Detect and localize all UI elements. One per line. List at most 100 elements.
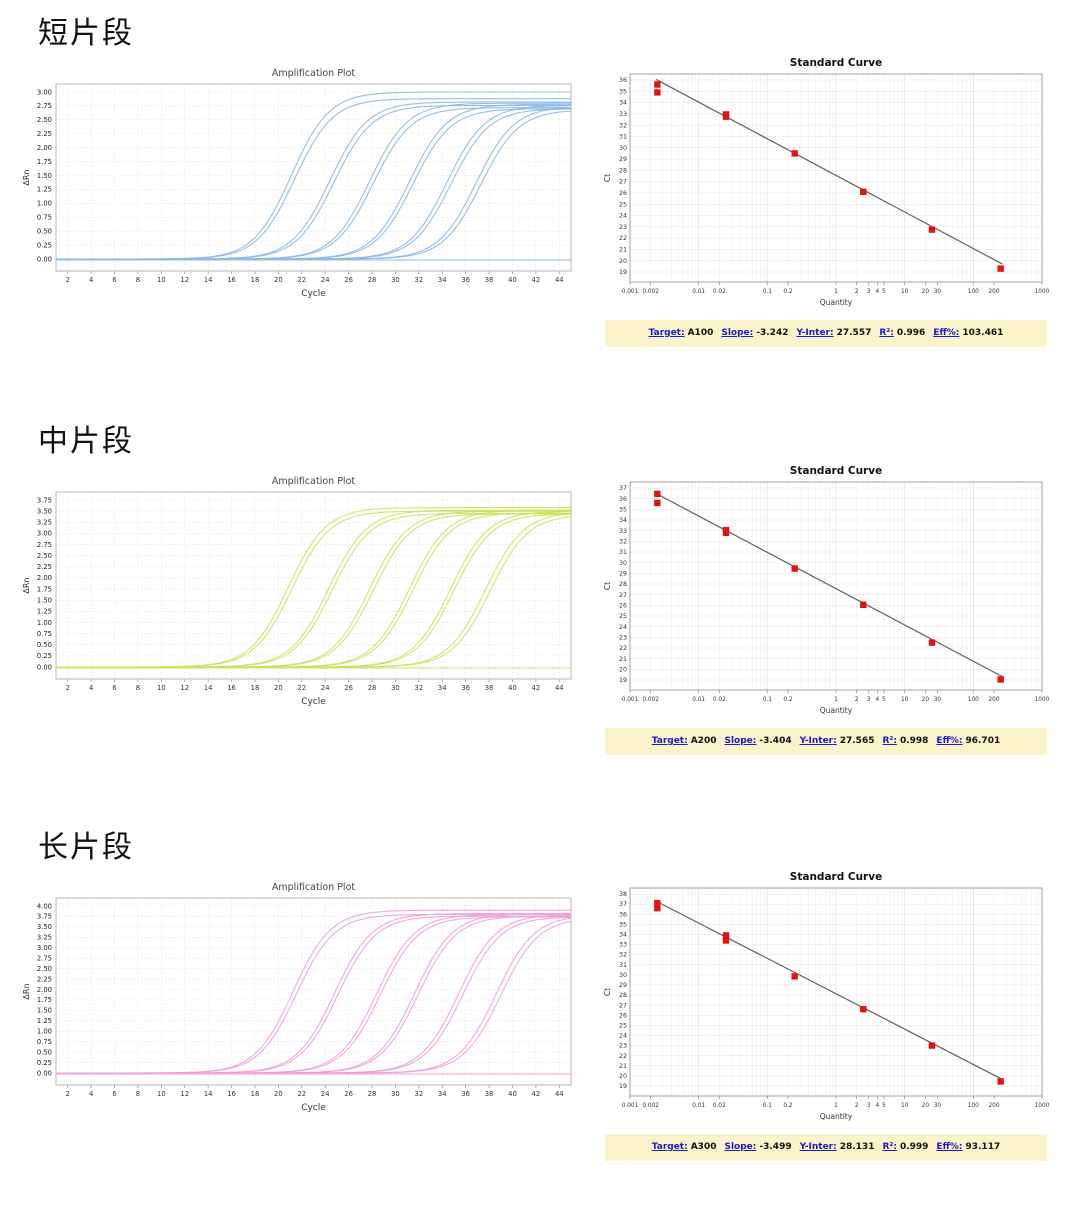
svg-text:2: 2 [855, 1103, 859, 1109]
svg-text:35: 35 [619, 921, 627, 928]
svg-text:42: 42 [532, 684, 541, 692]
svg-text:32: 32 [619, 122, 627, 129]
svg-text:30: 30 [619, 145, 627, 152]
svg-text:10: 10 [901, 289, 909, 295]
svg-text:10: 10 [157, 684, 166, 692]
stats-slope-label[interactable]: Slope: [724, 1142, 757, 1152]
stats-r2-label[interactable]: R²: [879, 328, 894, 338]
stats-slope-value: -3.242 [756, 328, 789, 338]
svg-text:0.001: 0.001 [622, 697, 639, 703]
stats-slope-label[interactable]: Slope: [721, 328, 754, 338]
standard-curve-chart-long: 1920212223242526272829303132333435363738… [603, 871, 1050, 1121]
svg-text:1000: 1000 [1035, 1103, 1050, 1109]
stats-r2-label[interactable]: R²: [882, 736, 897, 746]
svg-text:0.01: 0.01 [692, 1103, 705, 1109]
svg-text:0.50: 0.50 [37, 641, 52, 649]
svg-text:36: 36 [619, 77, 627, 84]
svg-text:0.02: 0.02 [713, 1103, 726, 1109]
svg-text:28: 28 [368, 276, 377, 284]
svg-text:34: 34 [619, 100, 627, 107]
svg-text:0.001: 0.001 [622, 1103, 639, 1109]
svg-text:12: 12 [180, 276, 189, 284]
svg-text:26: 26 [619, 190, 627, 197]
stats-target-value: A200 [690, 736, 717, 746]
stats-target-label[interactable]: Target: [648, 328, 685, 338]
svg-text:4: 4 [875, 1103, 879, 1109]
svg-text:36: 36 [461, 276, 470, 284]
stats-yinter-label[interactable]: Y-Inter: [799, 736, 837, 746]
svg-text:1.25: 1.25 [37, 608, 52, 616]
svg-text:0.25: 0.25 [37, 241, 52, 249]
svg-text:1: 1 [834, 1103, 838, 1109]
svg-text:22: 22 [297, 684, 306, 692]
svg-text:29: 29 [619, 156, 627, 163]
svg-text:26: 26 [619, 602, 627, 609]
svg-text:2: 2 [66, 1090, 70, 1098]
svg-text:4: 4 [875, 697, 879, 703]
svg-text:1: 1 [834, 697, 838, 703]
svg-text:26: 26 [619, 1012, 627, 1019]
svg-text:32: 32 [415, 1090, 424, 1098]
svg-text:Cycle: Cycle [301, 1103, 326, 1113]
stats-eff-label[interactable]: Eff%: [936, 1142, 963, 1152]
svg-text:20: 20 [619, 666, 627, 673]
stats-target-label[interactable]: Target: [651, 736, 688, 746]
svg-text:0.25: 0.25 [37, 652, 52, 660]
svg-text:38: 38 [485, 1090, 494, 1098]
svg-text:37: 37 [619, 485, 627, 492]
svg-text:30: 30 [391, 276, 400, 284]
svg-text:8: 8 [136, 1090, 140, 1098]
section-short-fragment: 短片段 0.00 0.25 0.50 0.75 1.00 1.25 1.50 1.75 2.00… [0, 0, 1080, 400]
svg-text:0.002: 0.002 [642, 697, 659, 703]
svg-text:100: 100 [968, 697, 979, 703]
svg-text:2: 2 [855, 289, 859, 295]
svg-text:20: 20 [922, 289, 930, 295]
svg-text:1.25: 1.25 [37, 1017, 52, 1025]
stats-eff-label[interactable]: Eff%: [933, 328, 960, 338]
stats-target-label[interactable]: Target: [651, 1142, 688, 1152]
svg-text:37: 37 [619, 901, 627, 908]
svg-text:2: 2 [66, 684, 70, 692]
svg-text:2.50: 2.50 [37, 552, 52, 560]
stats-eff-label[interactable]: Eff%: [936, 736, 963, 746]
svg-text:Ct: Ct [603, 988, 612, 996]
svg-text:0.2: 0.2 [783, 289, 793, 295]
svg-text:6: 6 [112, 1090, 116, 1098]
svg-text:25: 25 [619, 613, 627, 620]
standard-curve-long: 19 20 21 22 23 24 25 26 27 28 29 30 31 32 33 34 35 36 37 38… [600, 868, 1062, 1161]
svg-text:3: 3 [867, 289, 871, 295]
svg-text:0.001: 0.001 [622, 289, 639, 295]
svg-text:5: 5 [882, 697, 886, 703]
svg-text:0.50: 0.50 [37, 227, 52, 235]
svg-text:6: 6 [112, 276, 116, 284]
svg-text:24: 24 [321, 276, 330, 284]
svg-text:Ct: Ct [603, 582, 612, 590]
svg-text:Quantity: Quantity [820, 1112, 853, 1121]
svg-text:0.75: 0.75 [37, 214, 52, 222]
stats-yinter-label[interactable]: Y-Inter: [799, 1142, 837, 1152]
svg-text:3.75: 3.75 [37, 913, 52, 921]
svg-text:34: 34 [619, 932, 627, 939]
svg-text:36: 36 [619, 496, 627, 503]
svg-text:36: 36 [619, 911, 627, 918]
svg-text:30: 30 [619, 972, 627, 979]
svg-text:1.25: 1.25 [37, 186, 52, 194]
svg-text:0.25: 0.25 [37, 1059, 52, 1067]
stats-slope-label[interactable]: Slope: [724, 736, 757, 746]
svg-text:34: 34 [438, 276, 447, 284]
svg-text:1.00: 1.00 [37, 1028, 52, 1036]
svg-text:0.75: 0.75 [37, 630, 52, 638]
stats-r2-label[interactable]: R²: [882, 1142, 897, 1152]
svg-text:12: 12 [180, 1090, 189, 1098]
svg-text:1: 1 [834, 289, 838, 295]
svg-text:30: 30 [934, 1103, 942, 1109]
svg-text:Amplification Plot: Amplification Plot [272, 68, 355, 79]
svg-text:10: 10 [901, 1103, 909, 1109]
svg-text:0.1: 0.1 [763, 289, 773, 295]
svg-text:4.00: 4.00 [37, 902, 52, 910]
svg-text:16: 16 [227, 1090, 236, 1098]
svg-text:2.75: 2.75 [37, 541, 52, 549]
stats-yinter-label[interactable]: Y-Inter: [796, 328, 834, 338]
standard-curve-mid: 19 20 21 22 23 24 25 26 27 28 29 30 31 32 33 34 35 36 37 0.… [600, 462, 1062, 755]
svg-text:ΔRn: ΔRn [22, 577, 31, 593]
